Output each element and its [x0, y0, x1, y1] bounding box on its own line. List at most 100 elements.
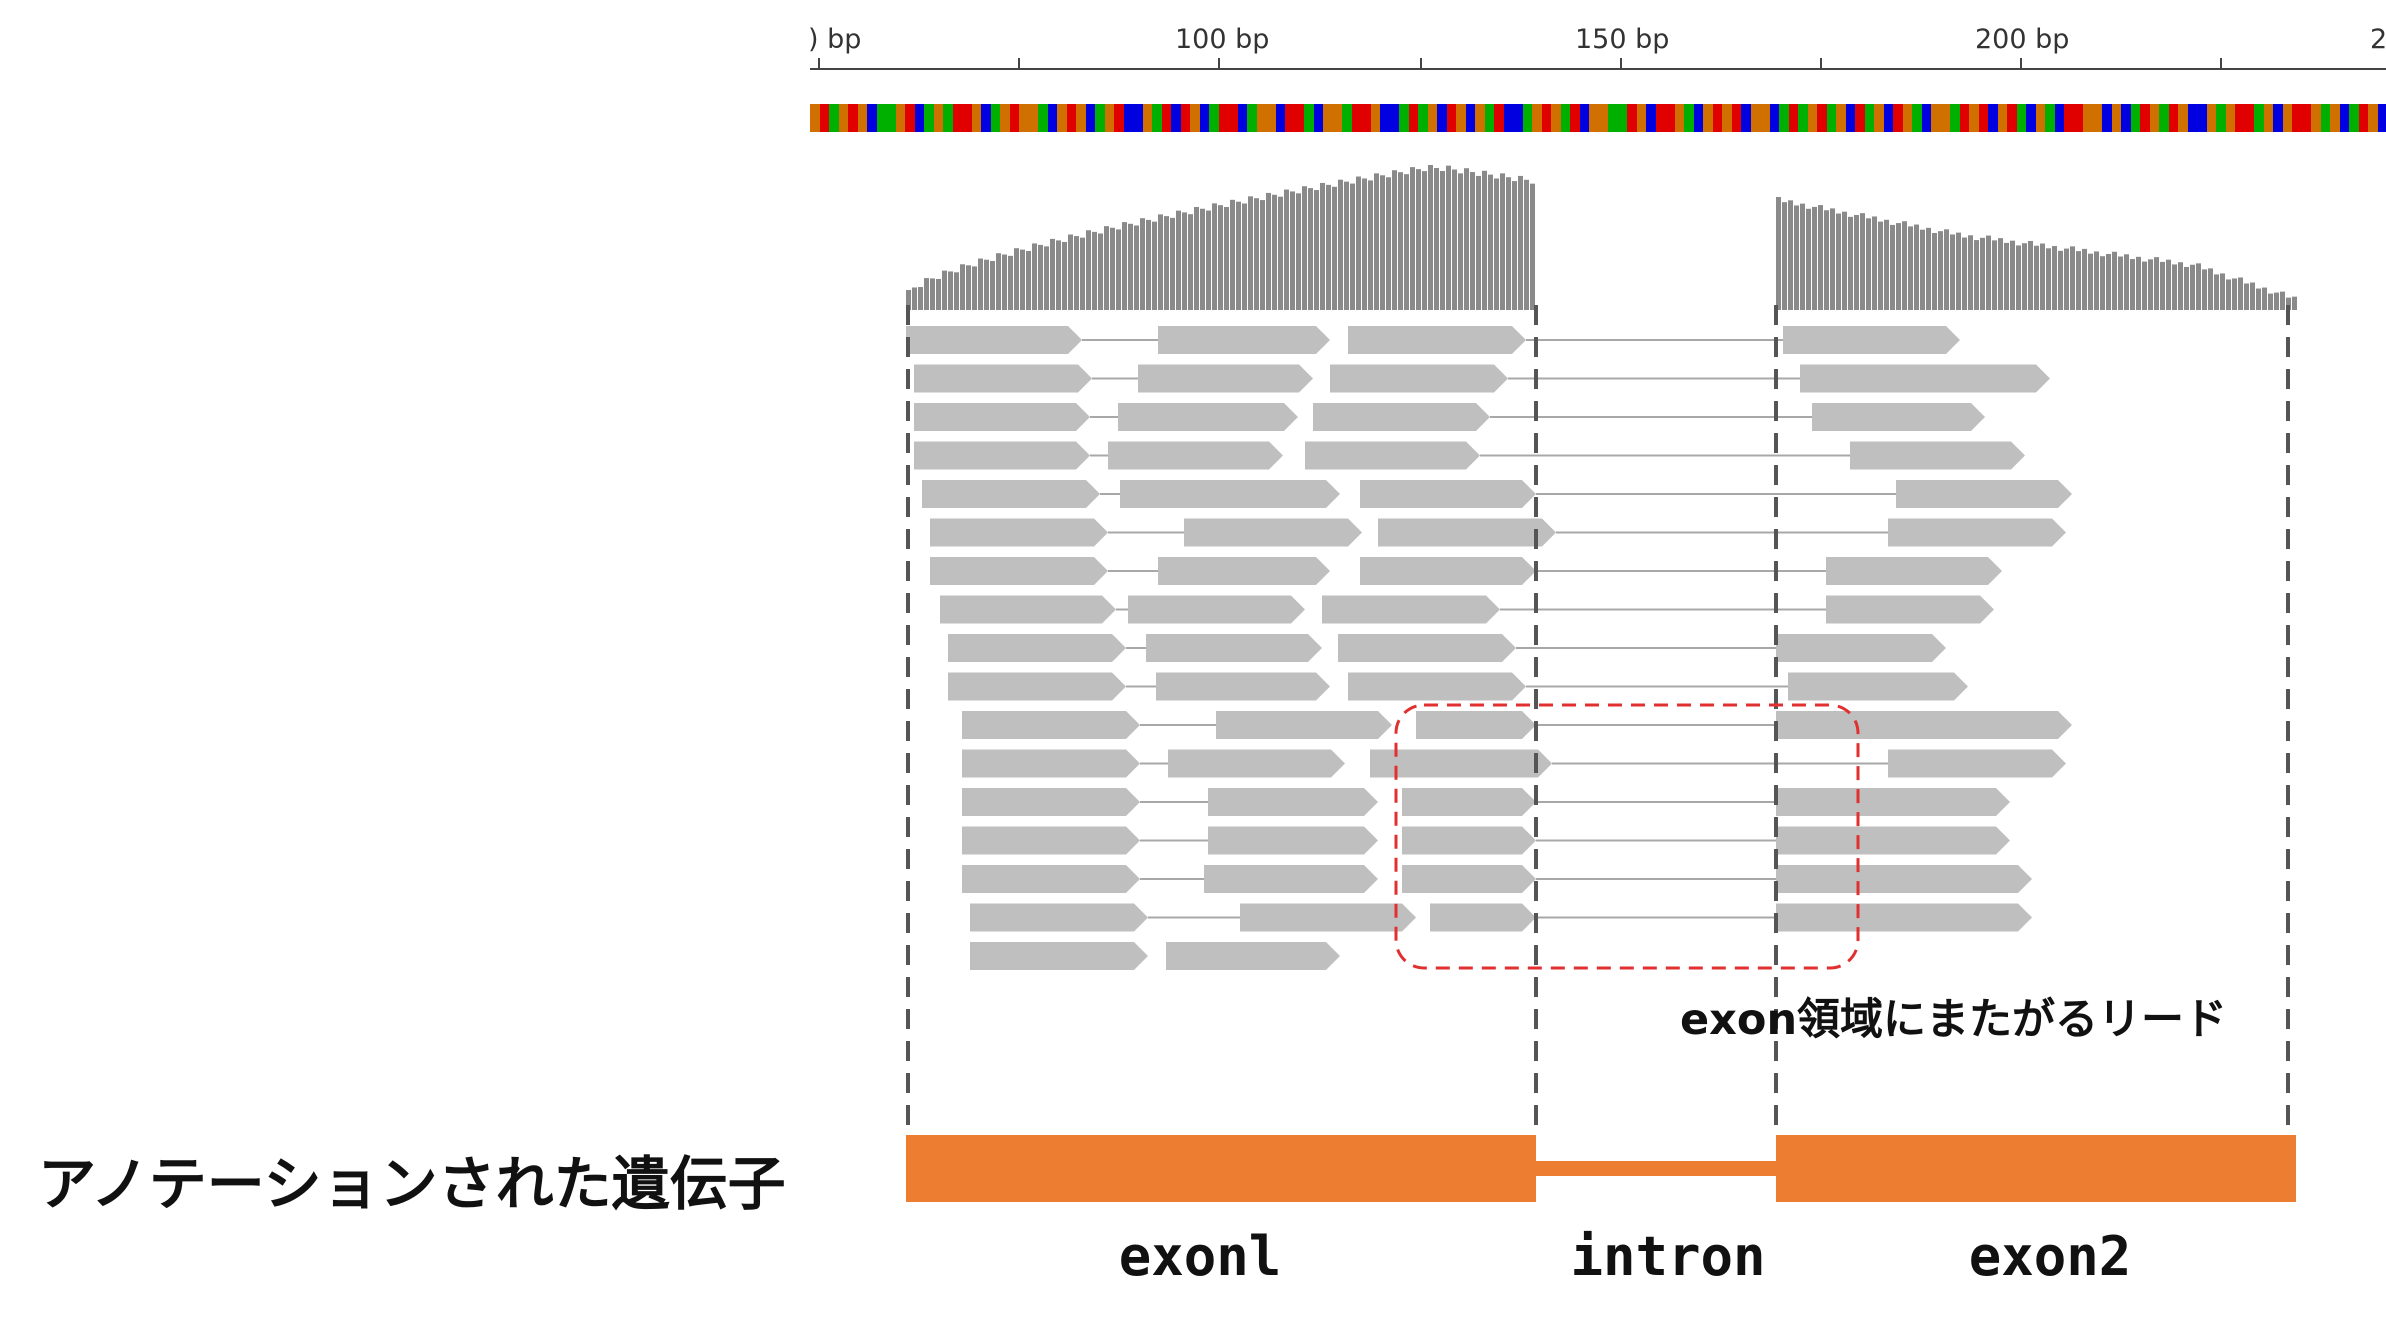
base-G [1190, 104, 1200, 132]
coverage-bar [1302, 186, 1307, 310]
base-A [1484, 104, 1494, 132]
base-A [1304, 104, 1314, 132]
base-T [1218, 104, 1228, 132]
coverage-bar [1482, 170, 1487, 310]
base-C [1845, 104, 1855, 132]
read-segment [1184, 518, 1362, 547]
coverage-bar [1332, 186, 1337, 310]
coverage-bar [2112, 251, 2117, 310]
exon2-block [1776, 1135, 2296, 1202]
coverage-bar [1866, 218, 1871, 310]
coverage-bar [2088, 253, 2093, 310]
base-A [829, 104, 839, 132]
base-G [1104, 104, 1114, 132]
coverage-bar [924, 278, 929, 310]
base-G [2368, 104, 2378, 132]
coverage-bar [1446, 165, 1451, 310]
coverage-bar [2010, 240, 2015, 310]
coverage-bar [2034, 245, 2039, 310]
base-A [1779, 104, 1789, 132]
coverage-bar [1284, 189, 1289, 310]
read-segment [1166, 942, 1340, 970]
base-G [1969, 104, 1979, 132]
base-T [1893, 104, 1903, 132]
exon2-label: exon2 [1968, 1225, 2132, 1288]
coverage-bar [2004, 242, 2009, 310]
base-C [1199, 104, 1209, 132]
base-T [1817, 104, 1827, 132]
base-C [1275, 104, 1285, 132]
base-G [1475, 104, 1485, 132]
coverage-bar [1206, 210, 1211, 310]
base-T [1978, 104, 1988, 132]
coverage-bar [1428, 165, 1433, 310]
coverage-bar [1116, 229, 1121, 310]
base-T [1114, 104, 1124, 132]
base-G [810, 104, 820, 132]
coverage-bar [1980, 237, 1985, 310]
base-T [1294, 104, 1304, 132]
read-segment [1156, 672, 1330, 701]
coverage-bar [1812, 206, 1817, 310]
read-segment [948, 672, 1126, 701]
intron-label: intron [1570, 1225, 1766, 1288]
base-G [2282, 104, 2292, 132]
coverage-bar [2118, 256, 2123, 310]
coverage-bar [2226, 279, 2231, 310]
base-C [1921, 104, 1931, 132]
base-A [1209, 104, 1219, 132]
base-A [1684, 104, 1694, 132]
read-segment [1208, 788, 1378, 816]
coverage-bar [1914, 224, 1919, 310]
base-C [1503, 104, 1513, 132]
base-C [2339, 104, 2349, 132]
coverage-bar [1134, 225, 1139, 310]
coverage-bar [906, 290, 911, 310]
coverage-bar [1968, 235, 1973, 310]
read-segment [1338, 634, 1516, 662]
coverage-bar [2286, 297, 2291, 310]
coverage-bar [1272, 194, 1277, 310]
coverage-bar [1476, 175, 1481, 310]
base-T [1541, 104, 1551, 132]
base-G [838, 104, 848, 132]
coverage-bar [1800, 203, 1805, 310]
base-C [1047, 104, 1057, 132]
coverage-bar [2220, 273, 2225, 310]
coverage-track [906, 165, 2297, 310]
coverage-bar [1986, 235, 1991, 310]
base-G [2311, 104, 2321, 132]
coverage-bar [972, 266, 977, 310]
base-T [1351, 104, 1361, 132]
coverage-bar [2232, 278, 2237, 310]
base-A [1912, 104, 1922, 132]
base-C [1579, 104, 1589, 132]
coverage-bar [1434, 168, 1439, 310]
base-T [819, 104, 829, 132]
coverage-bar [2262, 287, 2267, 310]
base-G [895, 104, 905, 132]
coverage-bar [1176, 210, 1181, 310]
read-segment [1348, 326, 1526, 354]
read-segment [1402, 865, 1536, 893]
base-A [1617, 104, 1627, 132]
base-A [1418, 104, 1428, 132]
coverage-bar [1344, 181, 1349, 310]
coverage-bar [1920, 229, 1925, 310]
base-T [1712, 104, 1722, 132]
base-T [1408, 104, 1418, 132]
read-segment [1826, 557, 2002, 585]
coverage-bar [1152, 221, 1157, 310]
coverage-bar [2292, 296, 2297, 310]
base-G [2092, 104, 2102, 132]
read-segment [962, 749, 1140, 778]
base-G [2330, 104, 2340, 132]
coverage-bar [1230, 199, 1235, 310]
coverage-bar [1032, 243, 1037, 310]
base-G [1456, 104, 1466, 132]
read-alignments [906, 326, 2072, 970]
read-segment [1812, 403, 1985, 431]
coverage-bar [1038, 244, 1043, 310]
coverage-bar [2058, 250, 2063, 310]
base-A [1522, 104, 1532, 132]
